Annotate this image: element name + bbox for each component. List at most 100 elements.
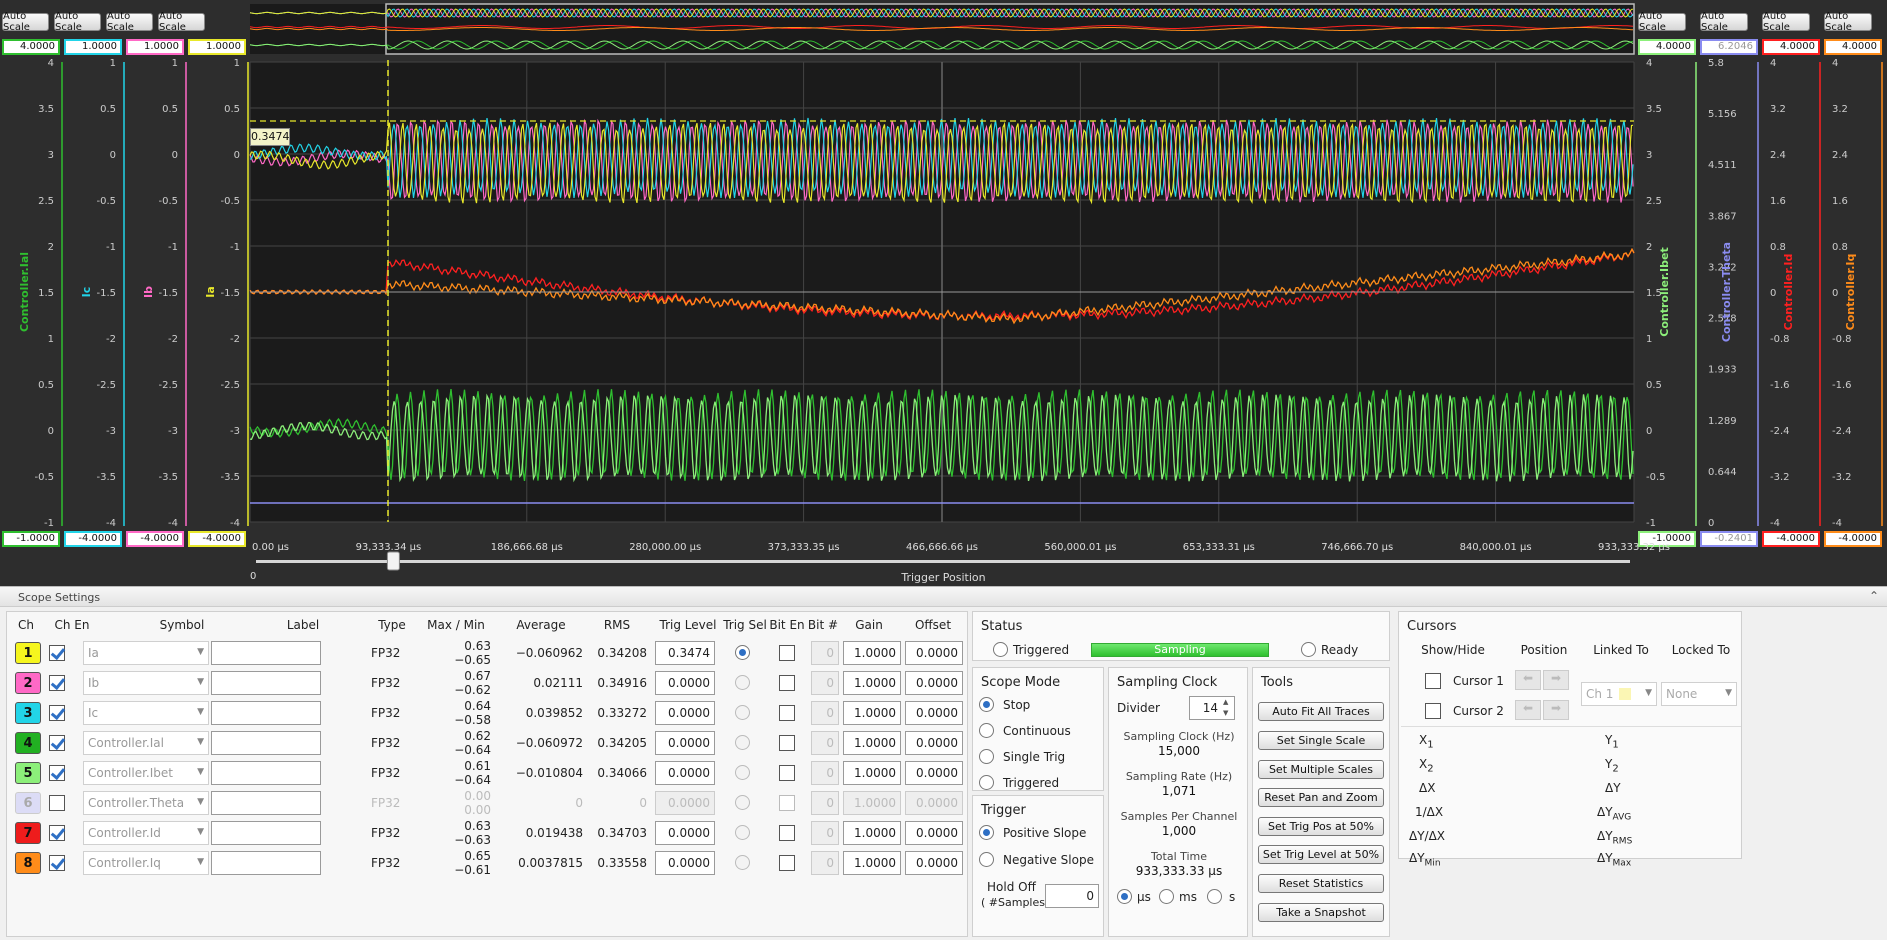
gain-input[interactable]: 1.0000	[843, 761, 901, 785]
channel-enable-checkbox[interactable]	[49, 675, 65, 691]
label-input[interactable]	[211, 761, 321, 785]
bit-enable-checkbox[interactable]	[779, 765, 795, 781]
trig-level-input[interactable]: 0.0000	[655, 671, 715, 695]
positive-slope-radio[interactable]	[979, 825, 994, 840]
symbol-combo[interactable]: Controller.Id ▼	[83, 821, 209, 845]
scope-plot[interactable]: 4 3.5 3 2.5 2 1.5 1 0.5 0 -0.5 -1 Controller.Ial 1 0.…	[0, 0, 1887, 586]
trig-sel-radio[interactable]	[735, 645, 750, 660]
set-multiple-scales-button[interactable]: Set Multiple Scales	[1258, 760, 1384, 779]
trig-sel-radio[interactable]	[735, 735, 750, 750]
bit-enable-checkbox[interactable]	[779, 645, 795, 661]
cursor1-left-icon[interactable]: ⬅	[1515, 670, 1541, 690]
trig-sel-radio[interactable]	[735, 795, 750, 810]
channel-enable-checkbox[interactable]	[49, 855, 65, 871]
autoscale-button-theta[interactable]: Auto Scale	[1700, 11, 1748, 33]
offset-input[interactable]: 0.0000	[905, 641, 963, 665]
autoscale-button-id[interactable]: Auto Scale	[1762, 11, 1810, 33]
cursor-locked-combo[interactable]: None ▼	[1661, 682, 1737, 706]
trig-sel-radio[interactable]	[735, 825, 750, 840]
bit-number-input[interactable]: 0	[811, 821, 839, 845]
offset-input[interactable]: 0.0000	[905, 791, 963, 815]
mode-single-trig-radio[interactable]	[979, 749, 994, 764]
gain-input[interactable]: 1.0000	[843, 791, 901, 815]
min-value-ial[interactable]: -1.0000	[2, 531, 60, 547]
bit-number-input[interactable]: 0	[811, 671, 839, 695]
bit-number-input[interactable]: 0	[811, 731, 839, 755]
trig-level-input[interactable]: 0.0000	[655, 821, 715, 845]
positive-slope-label[interactable]: Positive Slope	[1003, 826, 1087, 840]
negative-slope-radio[interactable]	[979, 852, 994, 867]
symbol-combo[interactable]: Controller.Iq ▼	[83, 851, 209, 875]
label-input[interactable]	[211, 701, 321, 725]
min-value-id[interactable]: -4.0000	[1762, 531, 1820, 547]
trig-level-input[interactable]: 0.0000	[655, 851, 715, 875]
symbol-combo[interactable]: Ia ▼	[83, 641, 209, 665]
unit-us-radio[interactable]	[1117, 889, 1132, 904]
mode-continuous-label[interactable]: Continuous	[1003, 724, 1071, 738]
symbol-combo[interactable]: Ib ▼	[83, 671, 209, 695]
channel-enable-checkbox[interactable]	[49, 705, 65, 721]
bit-number-input[interactable]: 0	[811, 641, 839, 665]
max-value-ic[interactable]: 1.0000	[64, 39, 122, 55]
min-value-ibet[interactable]: -1.0000	[1638, 531, 1696, 547]
reset-pan-zoom-button[interactable]: Reset Pan and Zoom	[1258, 788, 1384, 807]
offset-input[interactable]: 0.0000	[905, 701, 963, 725]
gain-input[interactable]: 1.0000	[843, 701, 901, 725]
trig-level-input[interactable]: 0.0000	[655, 761, 715, 785]
autoscale-button-ic[interactable]: Auto Scale	[54, 11, 101, 33]
autoscale-button-ibet[interactable]: Auto Scale	[1638, 11, 1686, 33]
offset-input[interactable]: 0.0000	[905, 671, 963, 695]
bit-enable-checkbox[interactable]	[779, 735, 795, 751]
gain-input[interactable]: 1.0000	[843, 731, 901, 755]
cursor1-checkbox[interactable]	[1425, 673, 1441, 689]
offset-input[interactable]: 0.0000	[905, 761, 963, 785]
offset-input[interactable]: 0.0000	[905, 821, 963, 845]
bit-number-input[interactable]: 0	[811, 851, 839, 875]
bit-number-input[interactable]: 0	[811, 701, 839, 725]
channel-enable-checkbox[interactable]	[49, 825, 65, 841]
offset-input[interactable]: 0.0000	[905, 731, 963, 755]
unit-ms-radio[interactable]	[1159, 889, 1174, 904]
bit-enable-checkbox[interactable]	[779, 705, 795, 721]
min-value-theta[interactable]: -0.2401	[1700, 531, 1758, 547]
trig-level-input[interactable]: 0.3474	[655, 641, 715, 665]
symbol-combo[interactable]: Controller.Theta ▼	[83, 791, 209, 815]
gain-input[interactable]: 1.0000	[843, 851, 901, 875]
max-value-ia[interactable]: 1.0000	[188, 39, 246, 55]
reset-statistics-button[interactable]: Reset Statistics	[1258, 874, 1384, 893]
bit-number-input[interactable]: 0	[811, 791, 839, 815]
symbol-combo[interactable]: Controller.Ial ▼	[83, 731, 209, 755]
holdoff-input[interactable]: 0	[1045, 884, 1099, 908]
trig-level-input[interactable]: 0.0000	[655, 701, 715, 725]
label-input[interactable]	[211, 671, 321, 695]
trig-level-input[interactable]: 0.0000	[655, 731, 715, 755]
symbol-combo[interactable]: Ic ▼	[83, 701, 209, 725]
offset-input[interactable]: 0.0000	[905, 851, 963, 875]
label-input[interactable]	[211, 821, 321, 845]
set-single-scale-button[interactable]: Set Single Scale	[1258, 731, 1384, 750]
max-value-theta[interactable]: 6.2046	[1700, 39, 1758, 55]
unit-us-label[interactable]: µs	[1137, 890, 1151, 904]
label-input[interactable]	[211, 641, 321, 665]
take-snapshot-button[interactable]: Take a Snapshot	[1258, 903, 1384, 922]
unit-s-radio[interactable]	[1207, 889, 1222, 904]
unit-s-label[interactable]: s	[1229, 890, 1236, 904]
bit-number-input[interactable]: 0	[811, 761, 839, 785]
bit-enable-checkbox[interactable]	[779, 675, 795, 691]
cursor-linked-combo[interactable]: Ch 1 ▼	[1581, 682, 1657, 706]
trig-sel-radio[interactable]	[735, 675, 750, 690]
max-value-ib[interactable]: 1.0000	[126, 39, 184, 55]
gain-input[interactable]: 1.0000	[843, 671, 901, 695]
min-value-ia[interactable]: -4.0000	[188, 531, 246, 547]
divider-spin-icon[interactable]: ▲ ▼	[1223, 698, 1229, 717]
divider-input[interactable]: 14	[1189, 696, 1235, 720]
trig-level-input[interactable]: 0.0000	[655, 791, 715, 815]
cursor1-right-icon[interactable]: ➡	[1543, 670, 1569, 690]
cursor2-right-icon[interactable]: ➡	[1543, 700, 1569, 720]
max-value-id[interactable]: 4.0000	[1762, 39, 1820, 55]
max-value-ibet[interactable]: 4.0000	[1638, 39, 1696, 55]
label-input[interactable]	[211, 791, 321, 815]
gain-input[interactable]: 1.0000	[843, 821, 901, 845]
channel-enable-checkbox[interactable]	[49, 765, 65, 781]
set-trig-pos-button[interactable]: Set Trig Pos at 50%	[1258, 817, 1384, 836]
